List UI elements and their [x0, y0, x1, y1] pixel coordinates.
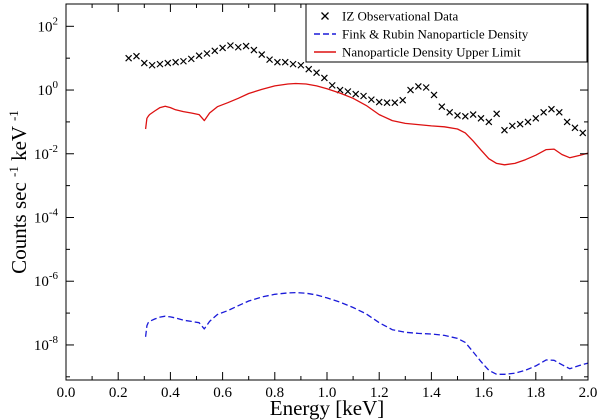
- data-point-observational: [461, 112, 469, 120]
- data-point-observational: [367, 96, 375, 104]
- y-tick-label: 10-2: [34, 143, 58, 163]
- data-point-observational: [438, 103, 446, 111]
- data-point-observational: [469, 111, 477, 118]
- data-point-observational: [571, 124, 579, 132]
- data-point-observational: [305, 65, 313, 73]
- data-point-observational: [164, 59, 172, 67]
- y-axis-title-part-1: Counts sec: [7, 182, 31, 274]
- data-point-observational: [140, 59, 148, 67]
- series-line-upper-limit: [144, 82, 589, 166]
- legend-label: Nanoparticle Density Upper Limit: [342, 45, 521, 60]
- data-point-observational: [446, 108, 454, 116]
- data-point-observational: [250, 46, 258, 54]
- legend-label: Fink & Rubin Nanoparticle Density: [342, 27, 529, 42]
- data-point-observational: [234, 43, 242, 51]
- data-point-observational: [501, 126, 508, 134]
- data-point-observational: [391, 99, 399, 107]
- data-point-observational: [555, 108, 563, 116]
- x-tick-label: 0.2: [109, 385, 128, 401]
- data-point-observational: [227, 42, 234, 49]
- ticks-layer: 0.0 0.2 0.4 0.6 0.8 1.0 1.2 1.4 1.6 1.8 2.0 102 100 1…: [34, 4, 598, 401]
- y-tick-label: 100: [38, 79, 59, 99]
- data-point-observational: [399, 96, 407, 104]
- data-point-observational: [540, 108, 548, 116]
- data-point-observational: [548, 105, 555, 113]
- data-point-observational: [187, 55, 195, 63]
- data-point-observational: [508, 122, 516, 130]
- legend-label: IZ Observational Data: [342, 9, 458, 24]
- data-point-observational: [375, 98, 383, 106]
- data-point-observational: [203, 50, 211, 57]
- y-tick-label: 10-4: [34, 206, 59, 226]
- y-axis-title: Counts sec -1 keV -1: [0, 110, 31, 274]
- legend-swatch-observational: [321, 12, 329, 20]
- data-point-observational: [485, 118, 493, 126]
- x-tick-label: 0.8: [265, 385, 284, 401]
- data-point-observational: [289, 60, 297, 68]
- y-tick-label: 102: [38, 15, 59, 35]
- data-point-observational: [125, 54, 133, 62]
- data-point-observational: [422, 84, 430, 91]
- data-point-observational: [563, 118, 571, 126]
- data-point-observational: [344, 88, 352, 95]
- data-point-observational: [414, 82, 422, 90]
- x-tick-label: 0.6: [213, 385, 232, 401]
- data-point-observational: [477, 114, 485, 122]
- data-point-observational: [493, 110, 501, 118]
- data-point-observational: [195, 52, 203, 60]
- y-axis-title-exponent-1: -1: [6, 166, 21, 177]
- data-point-observational: [454, 111, 461, 119]
- data-point-observational: [266, 56, 274, 64]
- data-point-observational: [524, 118, 532, 126]
- data-point-observational: [579, 129, 587, 137]
- data-point-observational: [328, 81, 336, 89]
- x-tick-label: 1.8: [526, 385, 545, 401]
- data-point-observational: [156, 60, 164, 68]
- data-point-observational: [360, 92, 367, 100]
- x-tick-label: 0.0: [57, 385, 76, 401]
- data-point-observational: [148, 61, 156, 69]
- legend-box: [305, 3, 588, 63]
- data-point-observational: [352, 90, 360, 98]
- y-tick-label: 10-8: [34, 334, 59, 354]
- x-tick-label: 1.0: [318, 385, 337, 401]
- x-tick-label: 2.0: [579, 385, 598, 401]
- data-point-observational: [297, 61, 305, 69]
- data-point-observational: [516, 120, 524, 128]
- data-point-observational: [320, 74, 328, 82]
- y-tick-label: 10-6: [34, 270, 59, 290]
- data-point-observational: [258, 51, 266, 58]
- x-tick-label: 1.2: [370, 385, 389, 401]
- data-point-observational: [219, 44, 227, 52]
- x-tick-label: 1.6: [474, 385, 493, 401]
- series-layer: [125, 42, 589, 375]
- data-point-observational: [211, 47, 219, 55]
- data-point-observational: [180, 57, 187, 65]
- data-point-observational: [383, 99, 391, 107]
- data-point-observational: [281, 58, 289, 66]
- data-point-observational: [313, 69, 320, 77]
- x-axis-title: Energy [keV]: [270, 396, 385, 420]
- x-tick-label: 1.4: [422, 385, 441, 401]
- data-point-observational: [172, 58, 180, 66]
- data-point-observational: [133, 52, 140, 60]
- y-axis-title-part-2: keV: [7, 126, 31, 161]
- x-tick-label: 0.4: [161, 385, 180, 401]
- data-point-observational: [532, 114, 540, 122]
- data-point-observational: [242, 42, 250, 50]
- series-line-fink-rubin: [144, 291, 589, 375]
- legend: IZ Observational Data Fink & Rubin Nanopa…: [305, 3, 588, 63]
- data-point-observational: [430, 91, 438, 99]
- data-point-observational: [407, 86, 414, 94]
- data-point-observational: [273, 58, 281, 66]
- y-axis-title-exponent-2: -1: [6, 110, 21, 121]
